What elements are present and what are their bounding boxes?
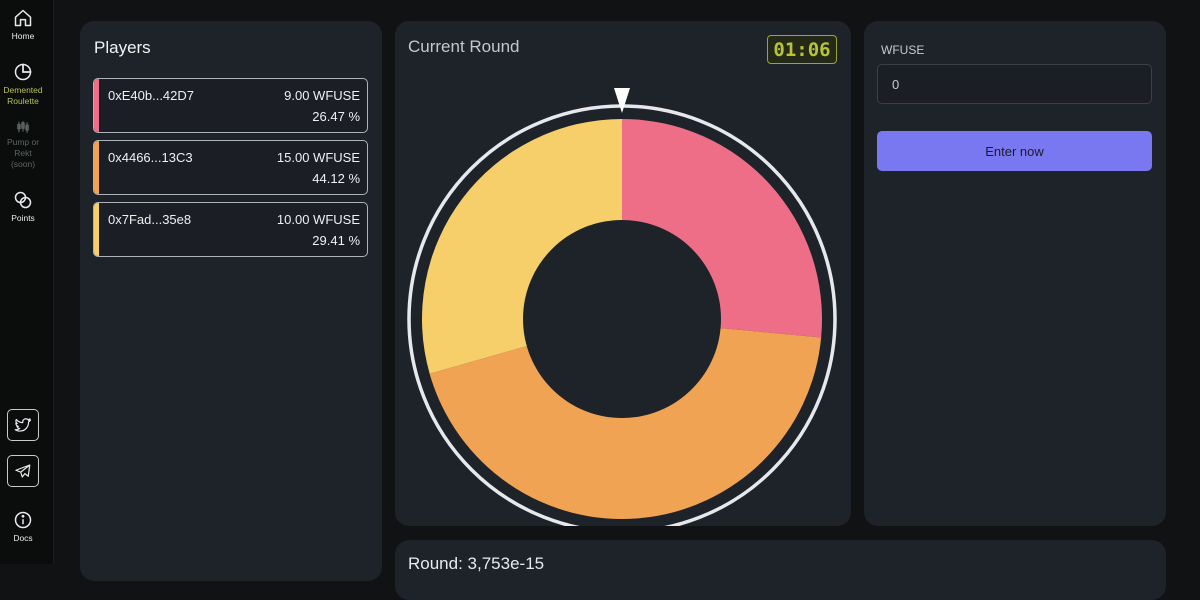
player-color-stripe — [94, 141, 99, 194]
telegram-button[interactable] — [7, 455, 39, 487]
sidebar: Home Demented Roulette Pump or Rekt (soo… — [0, 0, 54, 564]
twitter-icon — [14, 418, 32, 432]
coins-icon — [14, 191, 32, 209]
bet-panel: WFUSE Enter now — [864, 21, 1166, 526]
player-amount: 10.00 WFUSE — [276, 212, 360, 227]
bet-currency-label: WFUSE — [881, 43, 925, 57]
nav-demented-roulette-label: Demented Roulette — [3, 85, 43, 106]
player-percent: 26.47 % — [312, 109, 360, 124]
round-title: Current Round — [408, 37, 520, 56]
player-row[interactable]: 0x7Fad...35e8 10.00 WFUSE 29.41 % — [93, 202, 368, 257]
player-address: 0x4466...13C3 — [108, 150, 193, 165]
nav-points[interactable]: Points — [0, 190, 46, 224]
player-amount: 15.00 WFUSE — [276, 150, 360, 165]
player-address: 0xE40b...42D7 — [108, 88, 195, 103]
player-color-stripe — [94, 203, 99, 256]
player-row[interactable]: 0xE40b...42D7 9.00 WFUSE 26.47 % — [93, 78, 368, 133]
round-number-title: Round: 3,753e-15 — [408, 554, 545, 573]
player-percent: 44.12 % — [312, 171, 360, 186]
player-row[interactable]: 0x4466...13C3 15.00 WFUSE 44.12 % — [93, 140, 368, 195]
round-info-panel: Round: 3,753e-15 — [395, 540, 1166, 600]
nav-docs-label: Docs — [13, 533, 33, 543]
telegram-icon — [15, 464, 31, 478]
nav-points-label: Points — [11, 213, 35, 223]
round-timer: 01:06 — [767, 35, 837, 64]
enter-now-button[interactable]: Enter now — [877, 131, 1152, 171]
home-icon — [14, 9, 32, 27]
nav-docs[interactable]: Docs — [0, 510, 46, 544]
pie-chart-icon — [14, 63, 32, 81]
players-panel: Players 0xE40b...42D7 9.00 WFUSE 26.47 %… — [80, 21, 382, 581]
bet-amount-input[interactable] — [877, 64, 1152, 104]
wheel-segment — [429, 319, 822, 519]
candlestick-icon — [17, 121, 29, 133]
players-title: Players — [94, 38, 151, 57]
nav-home[interactable]: Home — [0, 8, 46, 42]
player-address: 0x7Fad...35e8 — [108, 212, 192, 227]
roulette-wheel — [407, 88, 837, 526]
player-percent: 29.41 % — [312, 233, 360, 248]
twitter-button[interactable] — [7, 409, 39, 441]
nav-pump-or-rekt-label: Pump or Rekt (soon) — [6, 137, 40, 169]
nav-home-label: Home — [11, 31, 35, 41]
info-icon — [14, 511, 32, 529]
wheel-pointer — [614, 88, 630, 113]
wheel-center — [523, 220, 721, 418]
current-round-panel: Current Round 01:06 — [395, 21, 851, 526]
nav-pump-or-rekt: Pump or Rekt (soon) — [0, 120, 46, 170]
player-amount: 9.00 WFUSE — [284, 88, 360, 103]
nav-demented-roulette[interactable]: Demented Roulette — [0, 62, 46, 107]
player-color-stripe — [94, 79, 99, 132]
